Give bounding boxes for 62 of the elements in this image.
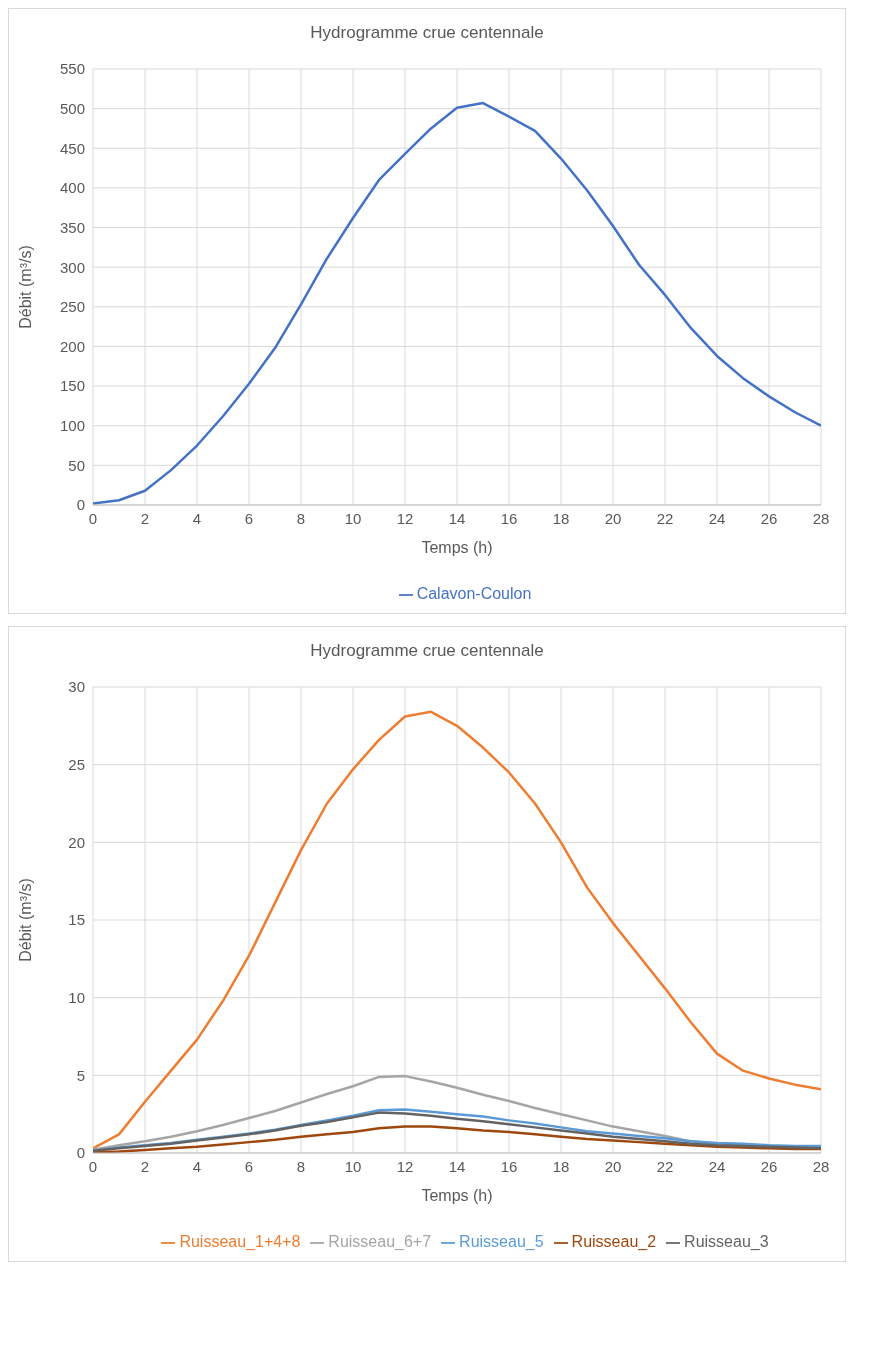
x-tick-label: 0 <box>88 1157 98 1175</box>
x-tick-label: 6 <box>244 1157 254 1175</box>
y-tick-label: 450 <box>59 139 85 157</box>
y-tick-label: 300 <box>59 258 85 276</box>
y-tick-label: 15 <box>68 911 85 929</box>
x-tick-label: 12 <box>396 509 414 527</box>
x-tick-label: 20 <box>604 509 622 527</box>
x-tick-label: 24 <box>708 509 726 527</box>
y-tick-label: 0 <box>76 1144 85 1162</box>
x-tick-label: 22 <box>656 509 674 527</box>
x-tick-label: 4 <box>192 509 202 527</box>
y-tick-label: 400 <box>59 179 85 197</box>
y-axis-title: Débit (m³/s) <box>16 878 34 962</box>
legend-label: Ruisseau_2 <box>571 1233 657 1250</box>
x-tick-label: 26 <box>760 509 778 527</box>
x-tick-label: 2 <box>140 1157 150 1175</box>
chart-title: Hydrogramme crue centennale <box>309 22 545 44</box>
x-tick-label: 28 <box>812 509 830 527</box>
y-tick-label: 200 <box>59 337 85 355</box>
y-tick-label: 350 <box>59 218 85 236</box>
legend-label: Ruisseau_5 <box>459 1233 544 1250</box>
x-tick-label: 16 <box>500 509 518 527</box>
y-tick-label: 50 <box>68 456 85 474</box>
y-tick-label: 10 <box>68 988 85 1006</box>
legend-label: Ruisseau_6+7 <box>328 1233 432 1250</box>
x-tick-label: 10 <box>344 509 362 527</box>
x-tick-label: 14 <box>448 1157 466 1175</box>
x-tick-label: 8 <box>296 1157 306 1175</box>
chart-title: Hydrogramme crue centennale <box>309 640 545 662</box>
x-tick-label: 14 <box>448 509 466 527</box>
x-tick-label: 26 <box>760 1157 778 1175</box>
x-tick-label: 6 <box>244 509 254 527</box>
x-tick-label: 4 <box>192 1157 202 1175</box>
y-tick-label: 100 <box>59 417 85 435</box>
legend-label: Calavon-Coulon <box>416 585 532 602</box>
x-tick-label: 28 <box>812 1157 830 1175</box>
y-tick-label: 500 <box>59 99 85 117</box>
legend-label: Ruisseau_1+4+8 <box>179 1233 301 1250</box>
y-tick-label: 250 <box>59 298 85 316</box>
y-tick-label: 0 <box>76 496 85 514</box>
y-tick-label: 550 <box>59 60 85 78</box>
x-tick-label: 22 <box>656 1157 674 1175</box>
x-tick-label: 12 <box>396 1157 414 1175</box>
y-axis-title: Débit (m³/s) <box>16 245 34 329</box>
x-tick-label: 18 <box>552 1157 570 1175</box>
x-tick-label: 2 <box>140 509 150 527</box>
x-axis-title: Temps (h) <box>421 1187 493 1204</box>
line-series <box>93 710 821 1150</box>
x-tick-label: 0 <box>88 509 98 527</box>
y-tick-label: 150 <box>59 377 85 395</box>
y-tick-label: 30 <box>68 678 85 696</box>
x-tick-label: 24 <box>708 1157 726 1175</box>
y-tick-label: 25 <box>68 755 85 773</box>
x-tick-label: 20 <box>604 1157 622 1175</box>
y-tick-label: 5 <box>76 1066 85 1084</box>
x-tick-label: 8 <box>296 509 306 527</box>
x-tick-label: 18 <box>552 509 570 527</box>
x-tick-label: 10 <box>344 1157 362 1175</box>
y-tick-label: 20 <box>68 833 85 851</box>
x-tick-label: 16 <box>500 1157 518 1175</box>
x-axis-title: Temps (h) <box>421 539 493 556</box>
legend-label: Ruisseau_3 <box>684 1233 769 1250</box>
